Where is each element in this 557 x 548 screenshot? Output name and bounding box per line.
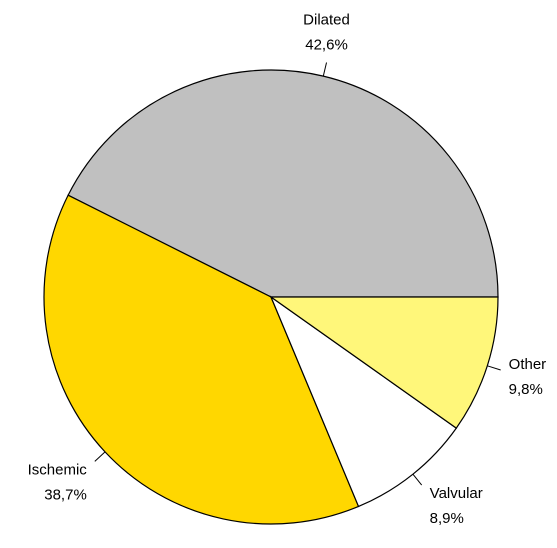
slice-label: Dilated (303, 11, 350, 28)
pie-slice (269, 295, 458, 508)
slice-value: 38,7% (44, 486, 87, 503)
slice-label: Other (509, 356, 547, 373)
slice-label: Valvular (430, 485, 483, 502)
slice-value: 9,8% (509, 381, 543, 398)
slice-value: 42,6% (305, 36, 348, 53)
slice-label: Ischemic (28, 461, 88, 478)
leader-line (94, 451, 106, 462)
pie-slice (269, 296, 499, 429)
leader-line (322, 62, 328, 77)
leader-line (487, 365, 501, 371)
slice-value: 8,9% (430, 510, 464, 527)
leader-line (412, 473, 423, 486)
pie-slice (67, 69, 499, 298)
